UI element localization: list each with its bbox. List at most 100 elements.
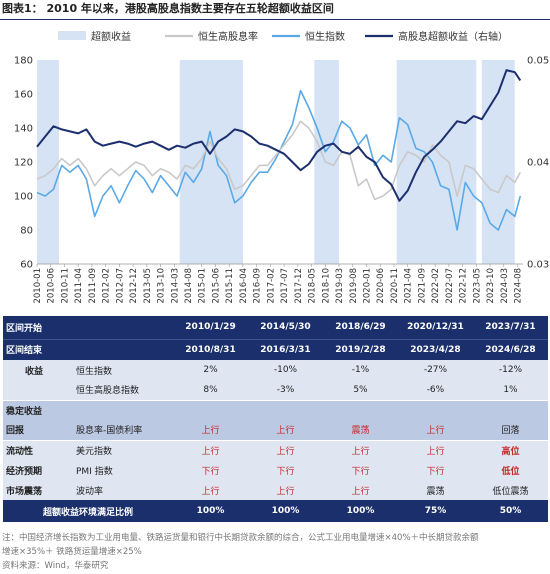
header-start-cell: 2014/5/30 xyxy=(248,316,323,339)
table-cell: -3% xyxy=(248,380,323,400)
table-cell: 8% xyxy=(173,380,248,400)
table-cell: 2% xyxy=(173,360,248,380)
table-cell: 上行 xyxy=(397,420,473,440)
header-end-label: 区间结束 xyxy=(3,338,174,360)
x-tick-label: 2012-07 xyxy=(115,268,125,304)
table-footer: 超额收益环境满足比例 100% 100% 100% 75% 50% xyxy=(3,500,548,522)
legend-label: 高股息超额收益（右轴） xyxy=(398,30,508,43)
row-category: 回报 xyxy=(3,420,73,440)
x-tick-label: 2017-12 xyxy=(294,268,304,304)
table-cell: 上行 xyxy=(173,439,248,460)
table-cell: 高位 xyxy=(472,439,548,460)
table-header-start: 区间开始 2010/1/29 2014/5/30 2018/6/29 2020/… xyxy=(3,316,548,339)
legend-label: 恒生指数 xyxy=(305,30,345,43)
table-cell xyxy=(173,399,248,420)
x-tick-label: 2023-10 xyxy=(486,268,496,304)
x-tick-label: 2018-05 xyxy=(308,268,318,304)
table-cell: -1% xyxy=(322,360,398,380)
table-row: 回报 股息率-国债利率 上行 上行 震荡 上行 回落 xyxy=(3,420,548,440)
x-tick-label: 2017-07 xyxy=(280,268,290,304)
y-left-tick-label: 120 xyxy=(14,158,33,169)
chart-legend: 超额收益 恒生高股息率 恒生指数 高股息超额收益（右轴） xyxy=(58,30,508,43)
row-category: 市场震荡 xyxy=(3,480,73,500)
x-tick-label: 2022-12 xyxy=(459,268,469,304)
table-row: 恒生高股息指数 8% -3% 5% -6% 1% xyxy=(3,380,548,400)
x-tick-label: 2015-01 xyxy=(198,268,208,304)
footer-cell: 100% xyxy=(248,500,323,522)
table-cell: 上行 xyxy=(173,480,248,500)
table-cell: 下行 xyxy=(397,460,473,480)
header-start-cell: 2018/6/29 xyxy=(322,316,398,339)
row-category xyxy=(3,380,73,400)
x-tick-label: 2016-09 xyxy=(253,268,263,304)
x-tick-label: 2022-02 xyxy=(431,268,441,304)
table-cell: -6% xyxy=(397,380,473,400)
x-tick-label: 2012-02 xyxy=(102,268,112,304)
x-tick-label: 2014-08 xyxy=(184,268,194,304)
x-tick-label: 2012-12 xyxy=(129,268,139,304)
x-tick-label: 2010-11 xyxy=(60,268,70,304)
x-tick-label: 2011-09 xyxy=(88,268,98,304)
table-cell xyxy=(248,399,323,420)
series-line xyxy=(36,69,522,202)
table-cell: 上行 xyxy=(173,420,248,440)
x-tick-label: 2018-10 xyxy=(321,268,331,304)
y-left-tick-label: 80 xyxy=(20,226,33,237)
header-end-cell: 2019/2/28 xyxy=(322,338,398,360)
header-end-cell: 2016/3/31 xyxy=(248,338,323,360)
x-tick-label: 2013-10 xyxy=(157,268,167,304)
footer-cell: 100% xyxy=(173,500,248,522)
x-tick-label: 2013-05 xyxy=(143,268,153,304)
x-tick-label: 2020-06 xyxy=(376,268,386,304)
footer-cell: 100% xyxy=(322,500,398,522)
row-indicator: 恒生指数 xyxy=(73,360,174,380)
header-end-cell: 2023/4/28 xyxy=(397,338,473,360)
table-cell: 上行 xyxy=(322,480,398,500)
row-category: 收益 xyxy=(3,360,73,380)
x-tick-label: 2021-09 xyxy=(417,268,427,304)
x-tick-label: 2020-11 xyxy=(390,268,400,304)
table-cell: 低位 xyxy=(472,460,548,480)
header-start-cell: 2023/7/31 xyxy=(472,316,548,339)
table-cell: 上行 xyxy=(248,439,323,460)
table-cell: 5% xyxy=(322,380,398,400)
table-cell: 震荡 xyxy=(322,420,398,440)
header-start-cell: 2020/12/31 xyxy=(397,316,473,339)
footnote-line-2: 增速×35%＋ 铁路货运量增速×25% xyxy=(2,547,142,557)
excess-return-band xyxy=(179,60,243,264)
table-cell: 下行 xyxy=(248,460,323,480)
table-cell: 上行 xyxy=(248,420,323,440)
source-note: 资料来源：Wind，华泰研究 xyxy=(2,561,109,571)
table-cell: 下行 xyxy=(173,460,248,480)
row-indicator: 恒生高股息指数 xyxy=(73,380,174,400)
legend-label: 超额收益 xyxy=(91,30,131,43)
excess-return-shading xyxy=(37,60,515,264)
y-left-tick-label: 60 xyxy=(20,260,33,271)
table-cell xyxy=(472,399,548,420)
figure-title: 图表1： 2010 年以来，港股高股息指数主要存在五轮超额收益区间 xyxy=(0,0,550,20)
table-cell: 1% xyxy=(472,380,548,400)
table-cell xyxy=(322,399,398,420)
x-tick-label: 2014-03 xyxy=(170,268,180,304)
x-tick-label: 2023-05 xyxy=(472,268,482,304)
footnote-line-1: 注：中国经济增长指数为工业用电量、铁路运货量和银行中长期贷款余额的综合，公式工业… xyxy=(2,533,479,543)
x-tick-label: 2020-01 xyxy=(362,268,372,304)
x-tick-label: 2019-03 xyxy=(335,268,345,304)
row-category: 经济预期 xyxy=(3,460,73,480)
table-row: 流动性 美元指数 上行 上行 上行 上行 高位 xyxy=(3,439,548,460)
dividend-chart: 60 80 100 120 140 160 180 0.03 0.04 0.05 2010-01 20… xyxy=(14,30,549,304)
footer-label: 超额收益环境满足比例 xyxy=(3,500,174,522)
table-cell: 回落 xyxy=(472,420,548,440)
row-indicator: 股息率-国债利率 xyxy=(73,420,174,440)
header-start-label: 区间开始 xyxy=(3,316,174,339)
header-end-cell: 2024/6/28 xyxy=(472,338,548,360)
table-header-end: 区间结束 2010/8/31 2016/3/31 2019/2/28 2023/… xyxy=(3,338,548,360)
x-tick-label: 2010-01 xyxy=(33,268,43,304)
y-right-tick-label: 0.03 xyxy=(527,260,549,271)
table-row: 稳定收益 xyxy=(3,399,548,420)
x-tick-label: 2024-03 xyxy=(500,268,510,304)
table-cell: 上行 xyxy=(397,439,473,460)
row-category: 流动性 xyxy=(3,439,73,460)
excess-return-band xyxy=(396,60,477,264)
header-start-cell: 2010/1/29 xyxy=(173,316,248,339)
